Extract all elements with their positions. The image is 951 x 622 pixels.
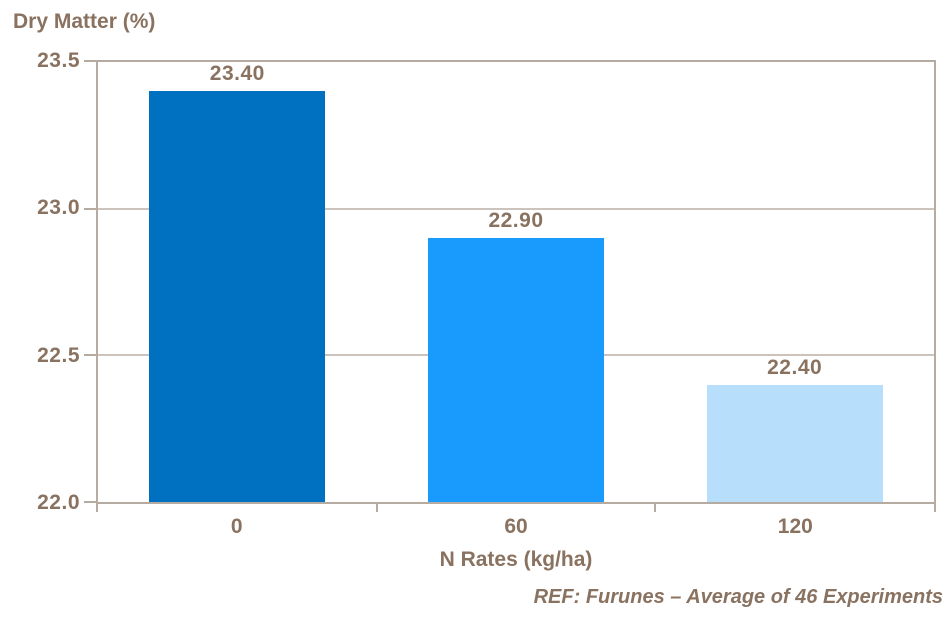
x-axis-tick-labels: 0 60 120 [97,515,935,539]
x-axis-tick [654,504,657,512]
chart-title: Dry Matter (%) [13,10,156,33]
x-tick-label: 0 [230,515,243,538]
x-tick-label: 60 [504,515,528,538]
y-axis-tick [84,354,96,357]
bar-group-60: 22.90 [377,62,656,502]
y-tick-label: 23.0 [37,196,80,220]
y-tick-label: 23.5 [37,49,80,72]
x-axis-title: N Rates (kg/ha) [439,548,593,571]
x-axis-tick [934,504,936,512]
bar-60kg [427,238,604,502]
reference-footnote: REF: Furunes – Average of 46 Experiments [533,586,943,608]
bar-value-label: 22.90 [488,209,544,232]
x-tick-label: 120 [777,515,813,538]
y-axis-tick [84,60,96,62]
y-axis-tick-labels: 23.5 23.0 22.5 22.0 [0,49,80,514]
bar-group-120: 22.40 [655,62,934,502]
bar-0kg [149,91,326,502]
y-axis-tick [84,207,96,210]
bar-120kg [706,384,883,502]
bar-value-label: 22.40 [767,355,823,379]
bar-value-label: 23.40 [209,62,265,86]
plot-area: 23.40 22.90 22.40 [84,60,936,512]
y-tick-label: 22.5 [37,343,80,367]
x-axis-tick [96,504,98,512]
x-axis-tick [375,504,378,512]
gridline-23.0 [98,207,934,210]
y-tick-label: 22.0 [37,491,80,514]
bar-group-0: 23.40 [98,62,377,502]
y-axis-tick [84,501,96,503]
